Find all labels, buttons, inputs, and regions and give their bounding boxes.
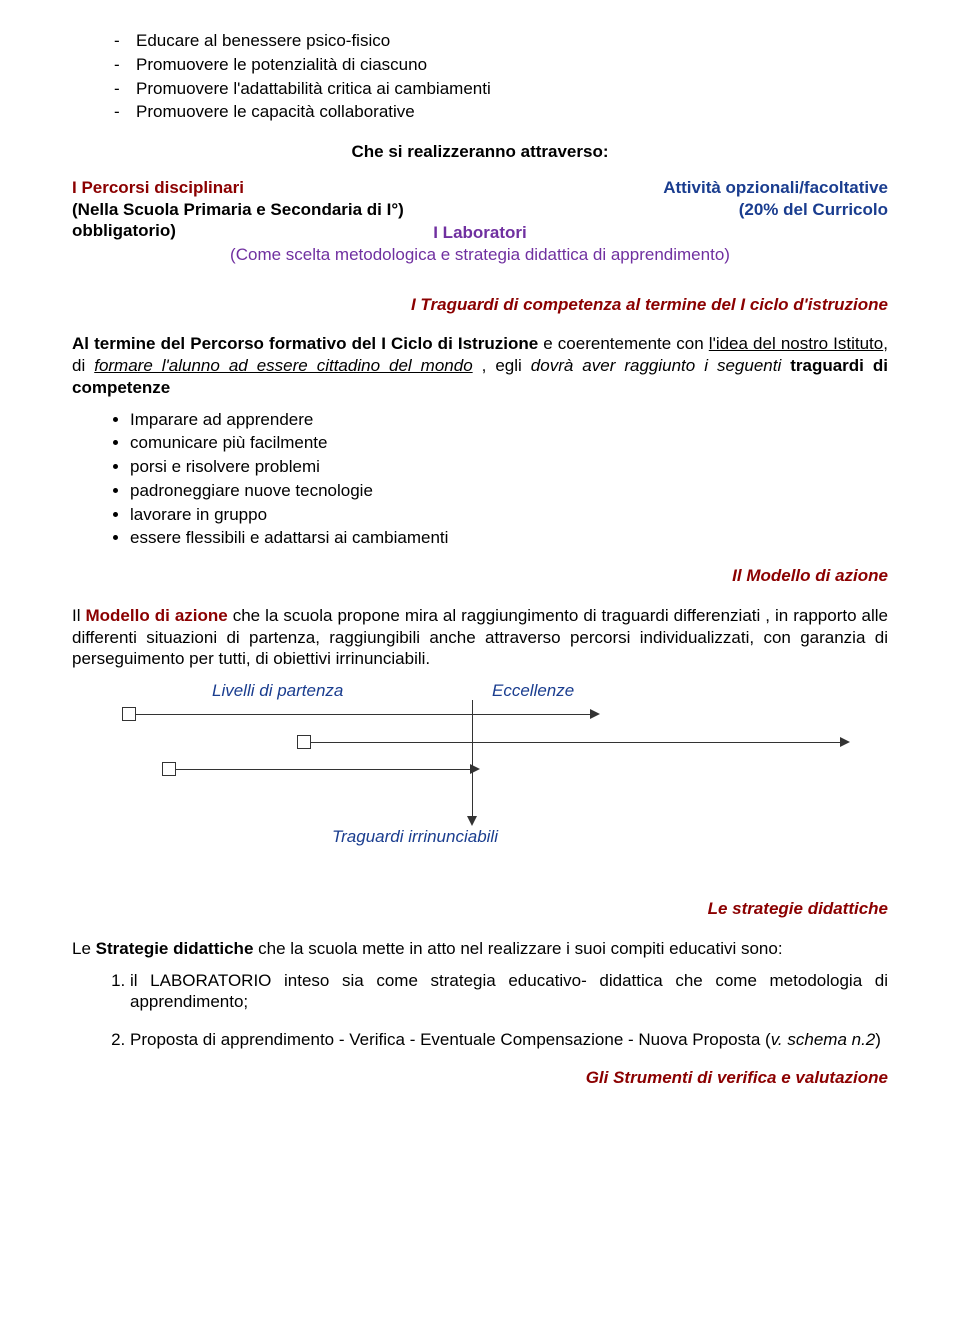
text: e coerentemente con [538, 334, 709, 353]
box [122, 707, 136, 721]
text: Proposta di apprendimento - Verifica - E… [130, 1030, 771, 1049]
list-item: Educare al benessere psico-fisico [114, 30, 888, 52]
label-eccellenze: Eccellenze [492, 680, 574, 702]
hline [311, 742, 842, 743]
text: Le [72, 939, 96, 958]
percorsi-left: I Percorsi disciplinari (Nella Scuola Pr… [72, 177, 480, 242]
list-item: comunicare più facilmente [130, 432, 888, 454]
list-item: Promuovere le potenzialità di ciascuno [114, 54, 888, 76]
text: , egli [473, 356, 531, 375]
text: l'idea del nostro Istituto [709, 334, 883, 353]
document-page: Educare al benessere psico-fisico Promuo… [0, 0, 960, 1129]
box [297, 735, 311, 749]
strategie-heading: Le strategie didattiche [72, 898, 888, 920]
label-livelli: Livelli di partenza [212, 680, 343, 702]
text: dovrà [531, 356, 574, 375]
realizzeranno-heading: Che si realizzeranno attraverso: [72, 141, 888, 163]
percorsi-left-sub: (Nella Scuola Primaria e Secondaria di I… [72, 200, 404, 219]
list-item: Promuovere le capacità collaborative [114, 101, 888, 123]
text: traguardi di [790, 356, 888, 375]
text: che la scuola mette in atto nel realizza… [253, 939, 782, 958]
percorsi-left-sub2: obbligatorio) [72, 221, 176, 240]
text: aver raggiunto i seguenti [573, 356, 790, 375]
arrow-right [840, 737, 850, 747]
list-item: padroneggiare nuove tecnologie [130, 480, 888, 502]
text: Modello di azione [86, 606, 228, 625]
laboratori-label: I Laboratori [433, 223, 527, 242]
text: Al termine del Percorso formativo del I … [72, 334, 538, 353]
text: formare l'alunno ad essere cittadino del… [94, 356, 472, 375]
attivita-opzionali-label: Attività opzionali/facoltative [663, 178, 888, 197]
curricolo-label: (20% del Curricolo [739, 200, 888, 219]
livelli-diagram: Livelli di partenza Eccellenze Traguardi… [122, 680, 842, 850]
arrow-right [590, 709, 600, 719]
text: competenze [72, 378, 170, 397]
text: Il [72, 606, 86, 625]
intro-list: Educare al benessere psico-fisico Promuo… [72, 30, 888, 123]
percorsi-disciplinari-label: I Percorsi disciplinari [72, 178, 244, 197]
arrow-right [470, 764, 480, 774]
label-traguardi: Traguardi irrinunciabili [332, 826, 498, 848]
modello-heading: Il Modello di azione [72, 565, 888, 587]
hline [176, 769, 472, 770]
list-item: lavorare in gruppo [130, 504, 888, 526]
arrow-down [467, 816, 477, 826]
modello-paragraph: Il Modello di azione che la scuola propo… [72, 605, 888, 670]
text: Strategie didattiche [96, 939, 254, 958]
traguardi-paragraph: Al termine del Percorso formativo del I … [72, 333, 888, 398]
laboratori-sub: (Come scelta metodologica e strategia di… [230, 245, 730, 264]
strumenti-heading: Gli Strumenti di verifica e valutazione [72, 1067, 888, 1089]
strategie-intro: Le Strategie didattiche che la scuola me… [72, 938, 888, 960]
vline [472, 700, 473, 818]
list-item: il LABORATORIO inteso sia come strategia… [130, 970, 888, 1014]
percorsi-right: Attività opzionali/facoltative (20% del … [480, 177, 888, 242]
hline [136, 714, 592, 715]
traguardi-heading: I Traguardi di competenza al termine del… [72, 294, 888, 316]
list-item: essere flessibili e adattarsi ai cambiam… [130, 527, 888, 549]
competenze-list: Imparare ad apprendere comunicare più fa… [72, 409, 888, 550]
text: v. schema n.2 [771, 1030, 876, 1049]
list-item: Promuovere l'adattabilità critica ai cam… [114, 78, 888, 100]
list-item: Imparare ad apprendere [130, 409, 888, 431]
text: ) [875, 1030, 881, 1049]
box [162, 762, 176, 776]
list-item: Proposta di apprendimento - Verifica - E… [130, 1029, 888, 1051]
strategie-list: il LABORATORIO inteso sia come strategia… [72, 970, 888, 1051]
list-item: porsi e risolvere problemi [130, 456, 888, 478]
